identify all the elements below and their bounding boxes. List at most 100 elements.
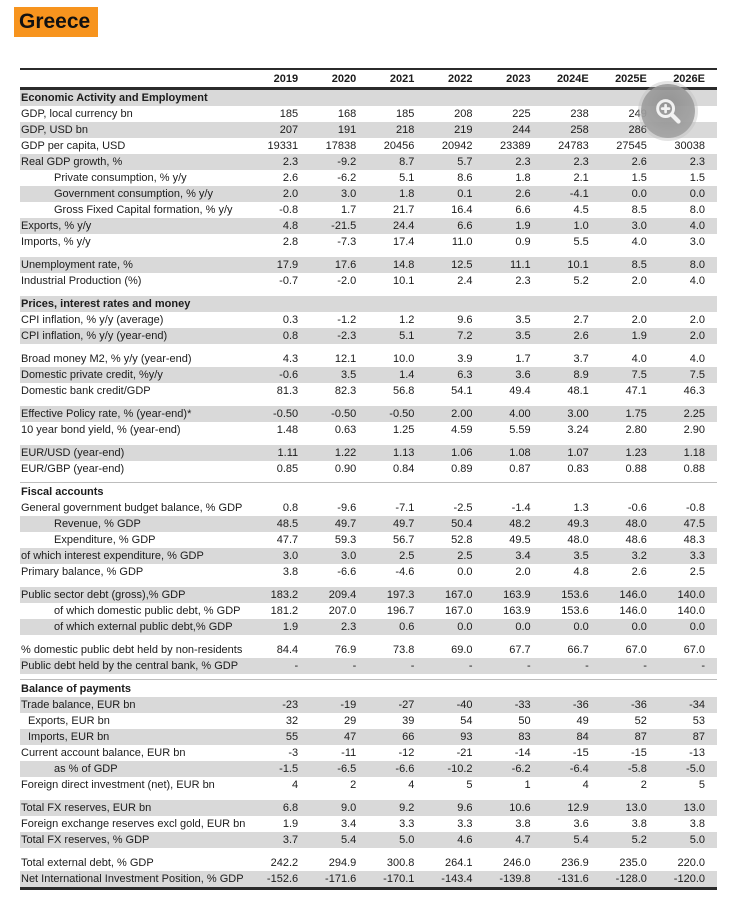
value-cell: 12.9	[567, 802, 589, 814]
value-cell: 56.7	[392, 534, 415, 546]
value-cell: 2.5	[457, 550, 473, 562]
row-label: Total FX reserves, EUR bn	[21, 802, 152, 814]
value-cell: 27545	[616, 140, 647, 152]
value-cell: 30038	[674, 140, 705, 152]
table-row: % domestic public debt held by non-resid…	[20, 642, 717, 658]
value-cell: 0.0	[631, 188, 647, 200]
value-cell: 12.5	[451, 259, 473, 271]
value-cell: 14.8	[392, 259, 415, 271]
value-cell: 4.6	[457, 834, 473, 846]
value-cell: 93	[460, 731, 473, 743]
value-cell: 20456	[383, 140, 415, 152]
value-cell	[310, 296, 368, 312]
zoom-in-button[interactable]	[641, 84, 695, 138]
value-cell: -0.6	[279, 369, 299, 381]
value-cell: 0.83	[567, 463, 589, 475]
value-cell: 3.3	[689, 550, 705, 562]
row-label: Private consumption, % y/y	[54, 172, 187, 184]
value-cell: 7.2	[457, 330, 473, 342]
value-cell: 48.0	[567, 534, 589, 546]
value-cell: 19331	[267, 140, 299, 152]
value-cell: 207	[279, 124, 299, 136]
value-cell: 0.87	[509, 463, 531, 475]
value-cell: -33	[514, 699, 531, 711]
value-cell: 2.0	[631, 314, 647, 326]
value-cell: 2.80	[625, 424, 647, 436]
value-cell: -6.6	[337, 566, 357, 578]
value-cell	[368, 484, 426, 500]
value-cell: 218	[396, 124, 415, 136]
value-cell: 2.8	[282, 236, 299, 248]
value-cell: 258	[570, 124, 589, 136]
value-cell: 2.0	[689, 314, 705, 326]
value-cell: 4	[408, 779, 415, 791]
value-cell: 46.3	[683, 385, 705, 397]
value-cell: -0.50	[389, 408, 415, 420]
table-row: CPI inflation, % y/y (average) 0.3 -1.2 1.2…	[20, 312, 717, 328]
table-row: Gross Fixed Capital formation, % y/y -0.8…	[20, 202, 717, 218]
value-cell: 3.7	[282, 834, 299, 846]
value-cell: 0.0	[689, 188, 705, 200]
value-cell	[368, 681, 426, 697]
value-cell: 84	[576, 731, 589, 743]
row-label: Domestic private credit, %y/y	[21, 369, 163, 381]
row-label: Public debt held by the central bank, % …	[21, 660, 239, 672]
value-cell: 3.24	[567, 424, 589, 436]
value-cell: 2.0	[515, 566, 531, 578]
value-cell: 5.1	[399, 172, 415, 184]
value-cell: 0.1	[457, 188, 473, 200]
value-cell: 235.0	[619, 857, 647, 869]
value-cell: 3.0	[689, 236, 705, 248]
value-cell: 3.3	[399, 818, 415, 830]
value-cell: 49.7	[334, 518, 357, 530]
value-cell: 3.0	[631, 220, 647, 232]
value-cell: 238	[570, 108, 589, 120]
value-cell: 5.4	[340, 834, 357, 846]
value-cell: -36	[630, 699, 647, 711]
value-cell: 8.0	[689, 204, 705, 216]
row-gap	[20, 399, 717, 406]
value-cell: 5	[466, 779, 473, 791]
value-cell: 1.7	[340, 204, 357, 216]
value-cell: -6.2	[337, 172, 357, 184]
row-gap	[20, 848, 717, 855]
year-column-header: 2025E	[615, 72, 647, 85]
value-cell: 21.7	[392, 204, 415, 216]
value-cell: 67.7	[509, 644, 531, 656]
row-label: of which domestic public debt, % GDP	[54, 605, 241, 617]
value-cell: 153.6	[561, 605, 589, 617]
value-cell: 6.6	[515, 204, 531, 216]
value-cell: 50.4	[451, 518, 473, 530]
value-cell	[252, 296, 310, 312]
value-cell: 8.9	[573, 369, 589, 381]
value-cell: 163.9	[503, 589, 531, 601]
value-cell: 20942	[441, 140, 473, 152]
year-column-header: 2024E	[556, 72, 589, 85]
value-cell: -21.5	[331, 220, 357, 232]
value-cell: -	[643, 660, 647, 672]
table-row: of which external public debt,% GDP 1.9 2.…	[20, 619, 717, 635]
value-cell: 5.5	[573, 236, 589, 248]
row-label: General government budget balance, % GDP	[21, 502, 243, 514]
value-cell: 3.8	[282, 566, 299, 578]
row-gap	[20, 580, 717, 587]
value-cell: -6.5	[337, 763, 357, 775]
value-cell: -27	[398, 699, 415, 711]
value-cell: 13.0	[683, 802, 705, 814]
value-cell: 49.5	[509, 534, 531, 546]
value-cell: 2.3	[515, 156, 531, 168]
value-cell: 2.6	[515, 188, 531, 200]
value-cell: 1.2	[399, 314, 415, 326]
value-cell: 6.6	[457, 220, 473, 232]
value-cell: -	[701, 660, 705, 672]
value-cell: 9.0	[340, 802, 357, 814]
year-column-header: 2023	[506, 72, 531, 85]
table-row: EUR/GBP (year-end) 0.85 0.90 0.84 0.89 0.87 0.…	[20, 461, 717, 477]
year-column-header: 2020	[331, 72, 357, 85]
value-cell: 209.4	[328, 589, 357, 601]
value-cell	[426, 90, 484, 106]
value-cell: -0.50	[273, 408, 299, 420]
value-cell: 4.0	[689, 353, 705, 365]
value-cell: 6.8	[282, 802, 299, 814]
row-label: Expenditure, % GDP	[54, 534, 156, 546]
